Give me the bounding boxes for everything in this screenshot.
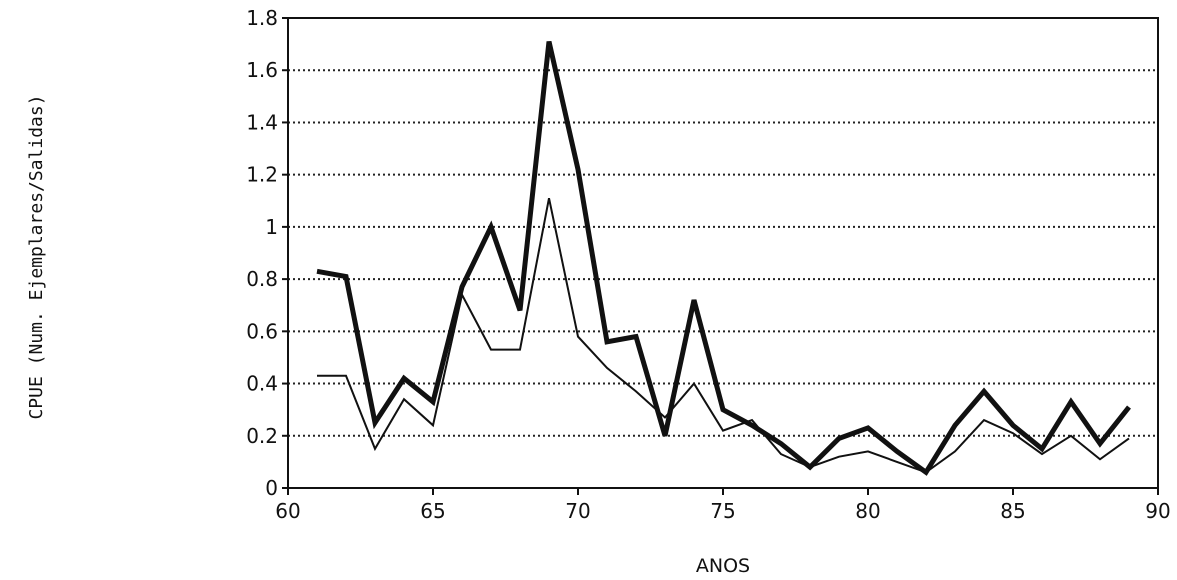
y-tick-label: 0.6 xyxy=(246,319,278,343)
y-tick-label: 1.8 xyxy=(246,6,278,30)
y-tick-label: 1.6 xyxy=(246,58,278,82)
x-tick-label: 60 xyxy=(275,499,300,523)
x-tick-label: 65 xyxy=(420,499,445,523)
series-line-thin xyxy=(317,197,1130,474)
y-tick-label: 1.2 xyxy=(246,163,278,187)
y-axis: 0 0.2 0.4 0.6 0.8 1 1.2 1.4 1.6 1.8 xyxy=(246,6,288,500)
x-tick-label: 75 xyxy=(710,499,735,523)
y-tick-label: 0 xyxy=(265,476,278,500)
x-tick-label: 70 xyxy=(565,499,590,523)
x-tick-label: 85 xyxy=(1000,499,1025,523)
y-axis-title: CPUE (Num. Ejemplares/Salidas) xyxy=(26,94,47,419)
plot-frame xyxy=(287,17,1159,489)
y-tick-label: 0.8 xyxy=(246,267,278,291)
series-lines xyxy=(316,40,1131,476)
x-tick-label: 80 xyxy=(855,499,880,523)
x-axis-title: ANOS xyxy=(696,555,750,577)
grid-lines xyxy=(288,69,1158,437)
x-tick-label: 90 xyxy=(1145,499,1170,523)
y-tick-label: 1.4 xyxy=(246,110,278,134)
y-tick-label: 0.4 xyxy=(246,372,278,396)
y-tick-label: 1 xyxy=(265,215,278,239)
x-axis: 60 65 70 75 80 85 90 xyxy=(275,488,1171,523)
y-tick-label: 0.2 xyxy=(246,424,278,448)
series-line-thick xyxy=(316,40,1131,476)
